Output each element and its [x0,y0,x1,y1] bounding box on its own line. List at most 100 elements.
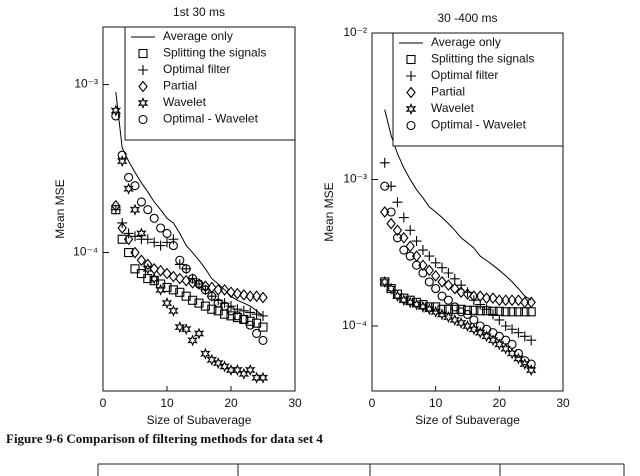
star-marker [251,371,262,384]
circle-marker [124,172,134,182]
series-line [384,109,532,301]
plus-marker [142,234,153,245]
star-marker [168,304,179,317]
square-marker [207,304,217,314]
diamond-marker [424,264,435,277]
star-marker [116,155,128,168]
star-marker [238,367,250,380]
square-marker [507,307,517,317]
circle-marker [507,339,517,349]
x-tick-label: 30 [288,396,302,410]
y-tick-label: 10⁻³ [74,77,98,91]
plus-marker [258,310,268,321]
x-tick-label: 0 [100,396,107,410]
circle-marker [469,315,479,325]
circle-marker [501,335,511,345]
circle-marker [424,277,434,287]
diamond-marker [117,222,127,234]
diamond-marker [123,233,134,246]
x-tick-label: 10 [429,396,443,410]
star-marker [430,305,441,318]
star-marker [206,353,218,366]
circle-marker [380,181,390,191]
legend-label: Wavelet [163,95,207,109]
square-marker [513,307,523,317]
star-marker [494,338,505,351]
circle-marker [207,291,217,301]
circle-marker [399,245,409,255]
square-marker [188,295,198,305]
diamond-marker [475,290,485,302]
star-marker [244,363,256,377]
diamond-marker [386,217,396,230]
plus-marker [392,197,403,208]
diamond-marker [405,240,415,253]
plus-marker [449,273,460,284]
legend-box [124,26,296,141]
diamond-marker [437,276,447,288]
plus-marker [398,212,409,223]
diamond-marker [143,258,153,271]
square-marker [469,305,479,315]
circle-marker [443,295,453,305]
x-tick-label: 20 [224,396,238,410]
star-marker [137,96,149,110]
chart-title: 1st 30 ms [173,5,225,19]
legend-label: Wavelet [431,101,475,115]
circle-marker [526,359,536,369]
star-marker [232,363,243,377]
star-marker [443,311,454,324]
legend-label: Splitting the signals [163,46,266,60]
star-marker [200,347,211,360]
diamond-marker [213,283,223,296]
star-marker [404,296,416,309]
diamond-marker [500,294,511,307]
diamond-marker [111,199,121,212]
diamond-marker [430,269,441,282]
star-marker [174,321,186,334]
star-marker [398,294,410,307]
plus-marker [238,305,249,316]
star-marker [155,283,166,296]
diamond-marker [507,294,517,307]
square-marker [406,54,416,65]
plus-marker [155,240,166,251]
diamond-marker [488,292,498,304]
circle-marker [431,284,441,294]
star-marker [129,203,141,216]
star-marker [148,272,160,285]
star-marker [385,282,397,295]
circle-marker [392,233,403,243]
diamond-marker [450,282,460,295]
square-marker [200,301,210,311]
diamond-marker [194,278,204,290]
plus-marker [456,280,467,291]
diamond-marker [494,294,505,307]
star-marker [257,371,269,384]
square-marker [258,322,268,332]
star-marker [455,316,467,329]
plus-marker [494,314,505,325]
star-marker [212,357,224,370]
diamond-marker [513,294,524,307]
plus-marker [437,262,448,273]
diamond-marker [136,254,147,267]
circle-marker [513,348,523,358]
star-marker [219,360,230,373]
diamond-marker [520,296,530,309]
star-marker [225,363,237,377]
star-marker [481,330,492,343]
y-tick-label: 10⁻⁴ [73,245,98,259]
diamond-marker [258,291,268,304]
star-marker [424,303,435,316]
x-tick-label: 0 [369,396,376,410]
plus-marker [411,236,422,247]
circle-marker [175,255,185,265]
diamond-marker [130,246,140,259]
circle-marker [200,285,210,295]
star-marker [525,364,537,377]
star-marker [468,323,480,336]
legend-label: Average only [163,29,233,43]
star-marker [411,298,422,311]
